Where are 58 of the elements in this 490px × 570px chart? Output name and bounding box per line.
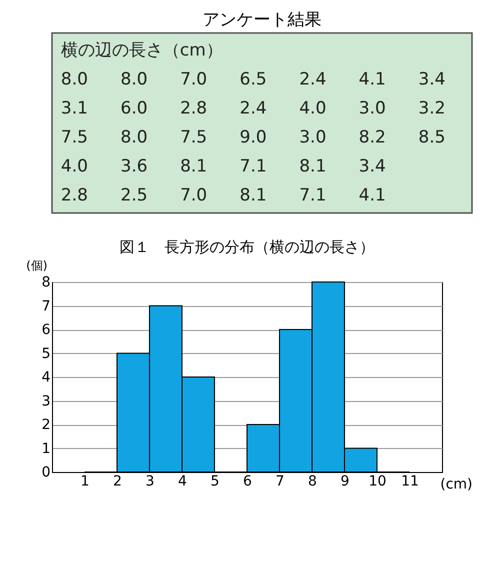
x-tick-label: 4 — [178, 474, 188, 490]
text: 2.4 — [240, 98, 267, 118]
text: 7.1 — [240, 156, 267, 177]
text: 8.1 — [299, 156, 326, 177]
text: 9.0 — [240, 128, 267, 148]
text: 8.2 — [358, 128, 386, 148]
text: 3.4 — [358, 156, 386, 177]
y-tick-label: 7 — [42, 298, 50, 314]
text: 3.0 — [358, 98, 386, 118]
text: 7.0 — [180, 69, 208, 90]
text: 8.1 — [180, 156, 208, 177]
x-tick-label: 6 — [243, 474, 252, 490]
text: 2.4 — [299, 69, 326, 90]
y-axis-title: (個) — [26, 258, 48, 272]
x-tick-label: 5 — [210, 474, 220, 490]
x-tick-label: 7 — [276, 474, 284, 490]
text: 4.0 — [60, 156, 88, 177]
text: 3.2 — [418, 98, 446, 118]
text: 2.5 — [120, 186, 148, 206]
text: 4.1 — [358, 186, 386, 206]
text: 7.0 — [180, 186, 208, 206]
text: 8.0 — [60, 69, 88, 90]
y-tick-label: 6 — [42, 322, 51, 338]
text: 8.1 — [240, 186, 267, 206]
text: 7.1 — [299, 186, 326, 206]
text: 8.5 — [418, 128, 446, 148]
text: 3.6 — [120, 156, 148, 177]
text: 8.0 — [120, 128, 148, 148]
x-tick-label: 10 — [368, 474, 386, 490]
x-tick-label: 8 — [308, 474, 317, 490]
text: 3.4 — [418, 69, 446, 90]
text: 7.5 — [60, 128, 88, 148]
text: 4.1 — [358, 69, 386, 90]
y-tick-label: 8 — [42, 274, 50, 290]
y-tick-label: 4 — [42, 370, 51, 386]
text: 6.5 — [240, 69, 267, 90]
text: 3.0 — [299, 128, 326, 148]
chart-title: 図１ 長方形の分布（横の辺の長さ） — [120, 238, 374, 256]
y-tick-label: 1 — [42, 440, 50, 457]
x-tick-label: 1 — [80, 474, 90, 490]
y-tick-label: 3 — [42, 393, 50, 410]
x-tick-label: 11 — [401, 474, 419, 490]
y-tick-label: 0 — [42, 464, 50, 480]
text: 3.1 — [60, 98, 88, 118]
x-axis-title: (cm) — [440, 476, 472, 492]
x-tick-label: 2 — [113, 474, 122, 490]
text: 4.0 — [299, 98, 326, 118]
x-tick-label: 9 — [340, 474, 350, 490]
text: 2.8 — [60, 186, 88, 206]
text: 7.5 — [180, 128, 208, 148]
y-tick-label: 5 — [42, 346, 50, 362]
text: アンケート結果 — [202, 10, 322, 30]
text: 8.0 — [120, 69, 148, 90]
y-tick-label: 2 — [42, 417, 50, 433]
text: 横の辺の長さ（cm） — [60, 40, 223, 60]
text: 6.0 — [120, 98, 148, 118]
text: 2.8 — [180, 98, 208, 118]
x-tick-label: 3 — [146, 474, 154, 490]
